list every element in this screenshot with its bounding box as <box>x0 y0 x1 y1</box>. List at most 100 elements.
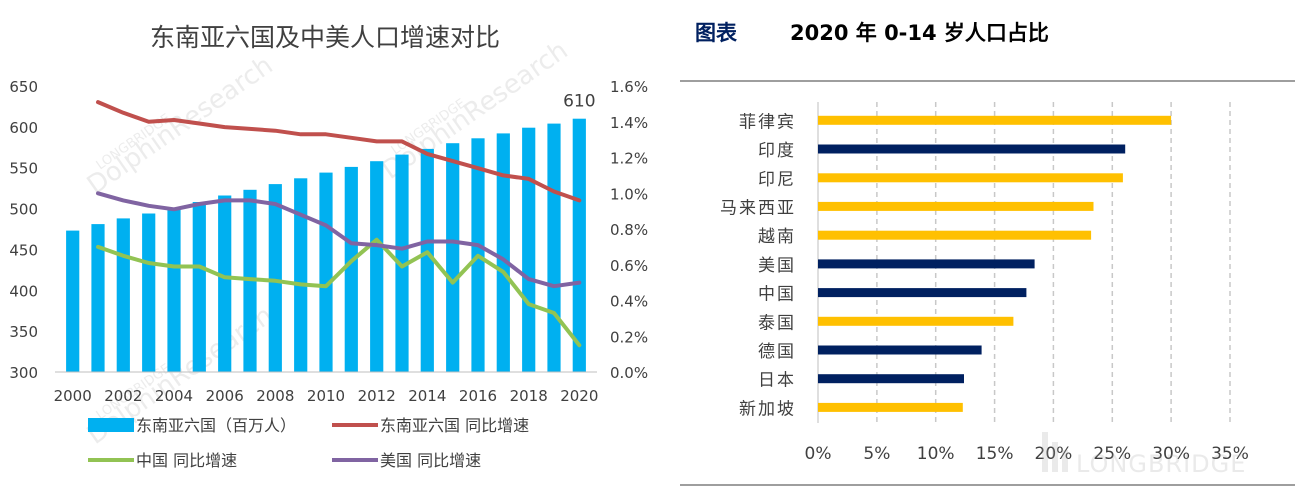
left-y-tick-label: 600 <box>9 119 38 137</box>
x-tick-label: 2004 <box>155 387 193 405</box>
hbar-菲律宾 <box>818 115 1172 125</box>
right-y-tick-label: 1.6% <box>610 78 648 96</box>
category-label: 美国 <box>758 256 796 276</box>
x-tick-label: 2002 <box>104 387 142 405</box>
hbar-德国 <box>818 345 982 355</box>
bar-2000 <box>66 230 80 372</box>
right-y-tick-label: 0.0% <box>610 364 648 382</box>
hbar-中国 <box>818 288 1027 298</box>
x-tick-label: 2018 <box>510 387 548 405</box>
hbar-印尼 <box>818 173 1123 183</box>
legend-label: 美国 同比增速 <box>380 451 481 470</box>
x-tick-label: 2008 <box>256 387 294 405</box>
right-chart-title: 2020 年 0-14 岁人口占比 <box>790 21 1049 45</box>
category-label: 泰国 <box>758 313 796 333</box>
hbar-美国 <box>818 259 1035 269</box>
x-tick-label: 5% <box>863 444 890 464</box>
bar-2012 <box>370 161 384 372</box>
category-label: 印度 <box>758 141 796 161</box>
bar-2013 <box>395 154 409 372</box>
watermark-bar-2 <box>1052 442 1058 472</box>
annotation-group: 610 <box>563 92 595 112</box>
youth-population-share-chart: 图表 2020 年 0-14 岁人口占比 菲律宾印度印尼马来西亚越南美国中国泰国… <box>680 20 1295 486</box>
line-series-2 <box>96 237 582 348</box>
bar-2015 <box>446 143 460 372</box>
hbar-泰国 <box>818 316 1014 326</box>
category-label: 新加坡 <box>739 399 796 419</box>
line-series <box>96 100 582 348</box>
bar-2003 <box>142 213 156 372</box>
hbar-新加坡 <box>818 402 963 412</box>
left-y-tick-label: 400 <box>9 282 38 300</box>
right-y-tick-label: 1.2% <box>610 150 648 168</box>
bar-2019 <box>547 123 561 372</box>
x-tick-label: 2014 <box>408 387 446 405</box>
hbar-series <box>818 115 1172 412</box>
hbar-印度 <box>818 144 1126 154</box>
watermark-dolphin-1: DolphinResearch <box>82 50 279 200</box>
left-y-tick-label: 350 <box>9 323 38 341</box>
x-tick-label: 2006 <box>206 387 244 405</box>
population-growth-chart: 东南亚六国及中美人口增速对比 LONGBRIDGE DolphinResearc… <box>9 23 648 470</box>
left-y-tick-label: 450 <box>9 241 38 259</box>
x-tick-label: 0% <box>805 444 832 464</box>
bar-2009 <box>294 178 308 372</box>
right-y-tick-label: 1.0% <box>610 185 648 203</box>
x-tick-label: 35% <box>1211 444 1249 464</box>
x-tick-label: 2016 <box>459 387 497 405</box>
bar-2018 <box>522 127 536 372</box>
watermark-bar-1 <box>1042 432 1048 472</box>
x-tick-label: 2000 <box>54 387 92 405</box>
x-axis-ticks: 0% 5% 10% 15% 20% 25% 30% 35% <box>805 444 1249 464</box>
x-tick-label: 2010 <box>307 387 345 405</box>
right-y-tick-label: 0.4% <box>610 293 648 311</box>
bar-2011 <box>344 166 358 372</box>
category-label: 印尼 <box>758 170 796 190</box>
right-y-tick-label: 0.8% <box>610 221 648 239</box>
corner-watermark: LONGBRIDGE <box>1042 432 1246 478</box>
hbar-日本 <box>818 374 964 384</box>
x-tick-label: 2020 <box>560 387 598 405</box>
bar-2005 <box>192 202 206 372</box>
x-axis: 2000 2002 2004 2006 2008 2010 2012 2014 2016 2018… <box>54 387 599 405</box>
bar-2020 <box>572 118 586 372</box>
x-tick-label: 15% <box>976 444 1014 464</box>
category-label: 越南 <box>758 227 796 247</box>
bar-2008 <box>268 184 282 372</box>
line-series-1 <box>96 100 582 203</box>
bar-value-label: 610 <box>563 92 595 112</box>
right-y-tick-label: 0.6% <box>610 257 648 275</box>
right-y-tick-label: 0.2% <box>610 328 648 346</box>
category-label: 菲律宾 <box>739 112 796 132</box>
bar-2002 <box>116 218 130 372</box>
x-tick-label: 25% <box>1093 444 1131 464</box>
left-y-tick-label: 300 <box>9 364 38 382</box>
category-label: 马来西亚 <box>720 198 796 218</box>
category-label: 日本 <box>758 371 796 391</box>
legend-label: 东南亚六国 同比增速 <box>380 416 529 435</box>
bar-2006 <box>218 195 232 372</box>
legend-swatch-bar <box>88 418 134 432</box>
right-chart-title-prefix: 图表 <box>695 20 738 45</box>
bar-2014 <box>420 148 434 372</box>
watermark-longbridge-corner: LONGBRIDGE <box>1076 450 1246 478</box>
x-tick-label: 10% <box>917 444 955 464</box>
category-label: 中国 <box>758 285 796 305</box>
bar-2010 <box>319 172 333 372</box>
left-chart-title: 东南亚六国及中美人口增速对比 <box>150 23 500 52</box>
left-y-tick-label: 650 <box>9 78 38 96</box>
bar-2004 <box>167 207 181 372</box>
legend-label: 中国 同比增速 <box>136 451 237 470</box>
left-y-tick-label: 500 <box>9 201 38 219</box>
category-label: 德国 <box>758 342 796 362</box>
bar-2017 <box>496 133 510 372</box>
bar-2001 <box>91 224 105 372</box>
right-y-axis: 0.0% 0.2% 0.4% 0.6% 0.8% 1.0% 1.2% 1.4% 1.6% <box>610 78 648 382</box>
x-tick-label: 30% <box>1152 444 1190 464</box>
right-y-tick-label: 1.4% <box>610 114 648 132</box>
x-tick-label: 2012 <box>358 387 396 405</box>
